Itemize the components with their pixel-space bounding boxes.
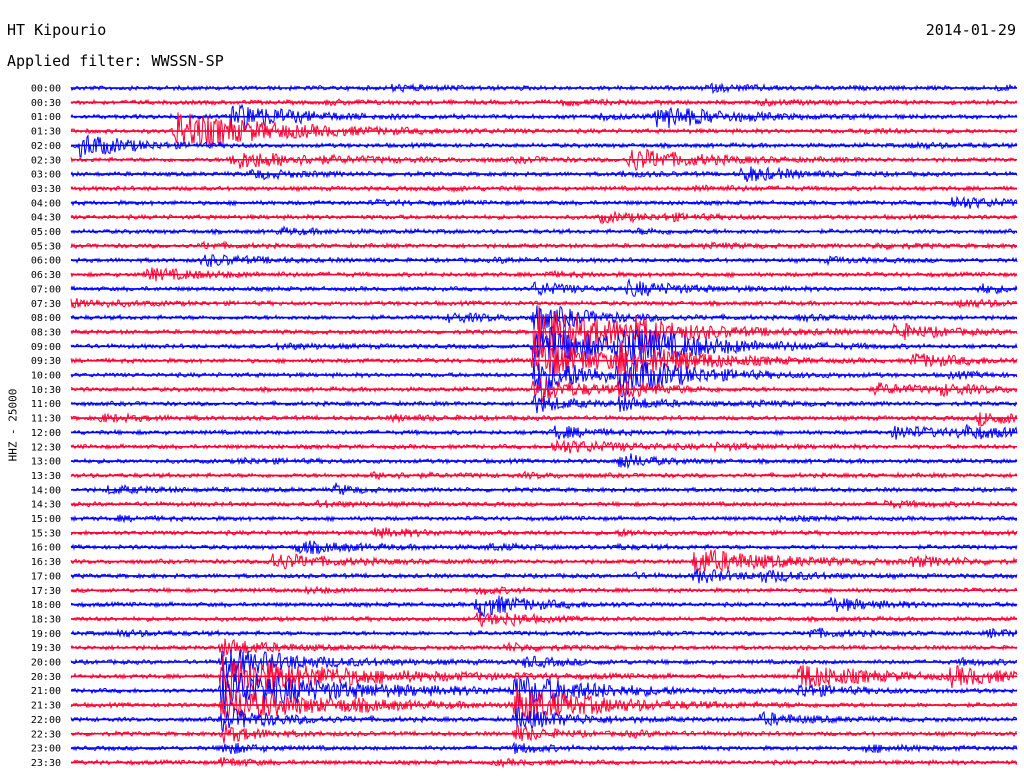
trace-line [70, 470, 1018, 481]
trace-time-label: 07:00 [31, 284, 61, 295]
trace-time-label: 19:30 [31, 643, 61, 654]
trace-time-label: 00:00 [31, 84, 61, 95]
trace-line [70, 669, 1018, 713]
trace-time-label: 17:30 [31, 586, 61, 597]
trace-line [70, 277, 1018, 297]
trace-time-label: 10:30 [31, 385, 61, 396]
trace-time-label: 03:00 [31, 170, 61, 181]
trace-time-label: 08:00 [31, 313, 61, 324]
trace-time-label: 16:30 [31, 557, 61, 568]
trace-line [70, 706, 1018, 733]
trace-line [71, 724, 1018, 744]
date-label: 2014-01-29 [925, 21, 1016, 39]
trace-time-label: 10:00 [31, 371, 61, 382]
trace-time-label: 14:30 [31, 500, 61, 511]
trace-time-label: 06:30 [31, 270, 61, 281]
trace-line [70, 412, 1018, 428]
trace-line [70, 326, 1018, 367]
trace-time-label: 04:30 [31, 213, 61, 224]
trace-line [70, 627, 1018, 639]
trace-time-label: 15:00 [31, 514, 61, 525]
trace-time-label: 12:00 [31, 428, 61, 439]
trace-time-label: 02:30 [31, 155, 61, 166]
trace-line [70, 548, 1018, 573]
trace-line [70, 103, 1018, 132]
trace-time-label: 21:30 [31, 701, 61, 712]
trace-time-label: 18:30 [31, 614, 61, 625]
trace-time-label: 23:00 [31, 744, 61, 755]
trace-time-label: 09:00 [31, 342, 61, 353]
trace-time-label: 09:30 [31, 356, 61, 367]
trace-time-label: 14:00 [31, 485, 61, 496]
trace-line [70, 112, 1018, 147]
trace-time-label: 02:00 [31, 141, 61, 152]
trace-time-label: 20:30 [31, 672, 61, 683]
trace-line [71, 482, 1018, 495]
trace-time-label: 18:00 [31, 600, 61, 611]
trace-time-label: 01:30 [31, 127, 61, 138]
trace-time-label: 05:30 [31, 241, 61, 252]
trace-time-label: 20:00 [31, 658, 61, 669]
trace-time-label: 12:30 [31, 442, 61, 453]
trace-time-label: 22:00 [31, 715, 61, 726]
trace-time-label: 21:00 [31, 686, 61, 697]
trace-time-label: 13:00 [31, 457, 61, 468]
trace-time-label: 13:30 [31, 471, 61, 482]
trace-time-label: 16:00 [31, 543, 61, 554]
trace-time-label: 11:00 [31, 399, 61, 410]
trace-time-label: 11:30 [31, 414, 61, 425]
trace-time-label: 05:00 [31, 227, 61, 238]
trace-time-label: 01:00 [31, 112, 61, 123]
trace-time-label: 00:30 [31, 98, 61, 109]
trace-time-label: 23:30 [31, 758, 61, 769]
trace-time-label: 22:30 [31, 729, 61, 740]
trace-time-label: 06:00 [31, 256, 61, 267]
station-title: HT Kipourio [7, 21, 107, 39]
trace-time-label: 04:00 [31, 198, 61, 209]
trace-line [70, 595, 1018, 618]
trace-line [70, 306, 1018, 358]
trace-time-label: 15:30 [31, 528, 61, 539]
trace-time-label: 08:30 [31, 327, 61, 338]
trace-time-label: 19:00 [31, 629, 61, 640]
filter-label: Applied filter: WWSSN-SP [7, 52, 224, 70]
trace-time-label: 03:30 [31, 184, 61, 195]
trace-line [70, 453, 1018, 470]
trace-time-label: 17:00 [31, 571, 61, 582]
trace-time-label: 07:30 [31, 299, 61, 310]
